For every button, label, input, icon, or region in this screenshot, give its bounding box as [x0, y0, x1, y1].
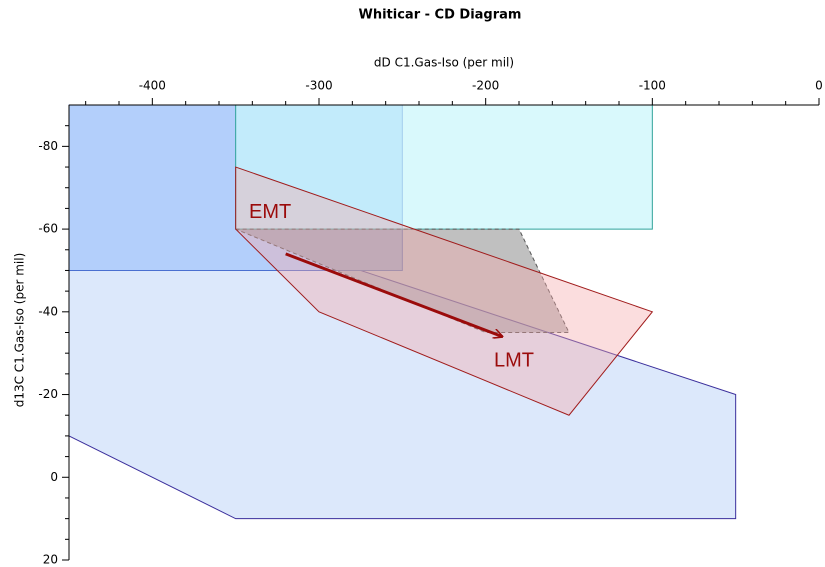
x-tick-label: -300 — [305, 79, 332, 93]
x-tick-label: -100 — [639, 79, 666, 93]
annotation: EMT — [249, 201, 291, 223]
chart-title: Whiticar - CD Diagram — [359, 8, 522, 23]
y-tick-label: -80 — [38, 139, 58, 153]
arrow — [285, 252, 503, 337]
x-tick-label: -200 — [472, 79, 499, 93]
region — [235, 166, 654, 416]
y-axis-label: d13C C1.Gas-Iso (per mil) — [13, 253, 27, 408]
x-tick-label: -400 — [139, 79, 166, 93]
x-axis-label: dD C1.Gas-Iso (per mil) — [374, 56, 514, 70]
x-tick-label: 0 — [815, 79, 823, 93]
annotation: LMT — [494, 350, 534, 372]
y-tick-label: 0 — [50, 470, 58, 484]
y-tick-label: -20 — [38, 387, 58, 401]
y-tick-label: 20 — [43, 553, 58, 567]
y-tick-label: -40 — [38, 304, 58, 318]
y-tick-label: -60 — [38, 222, 58, 236]
region — [235, 228, 570, 333]
